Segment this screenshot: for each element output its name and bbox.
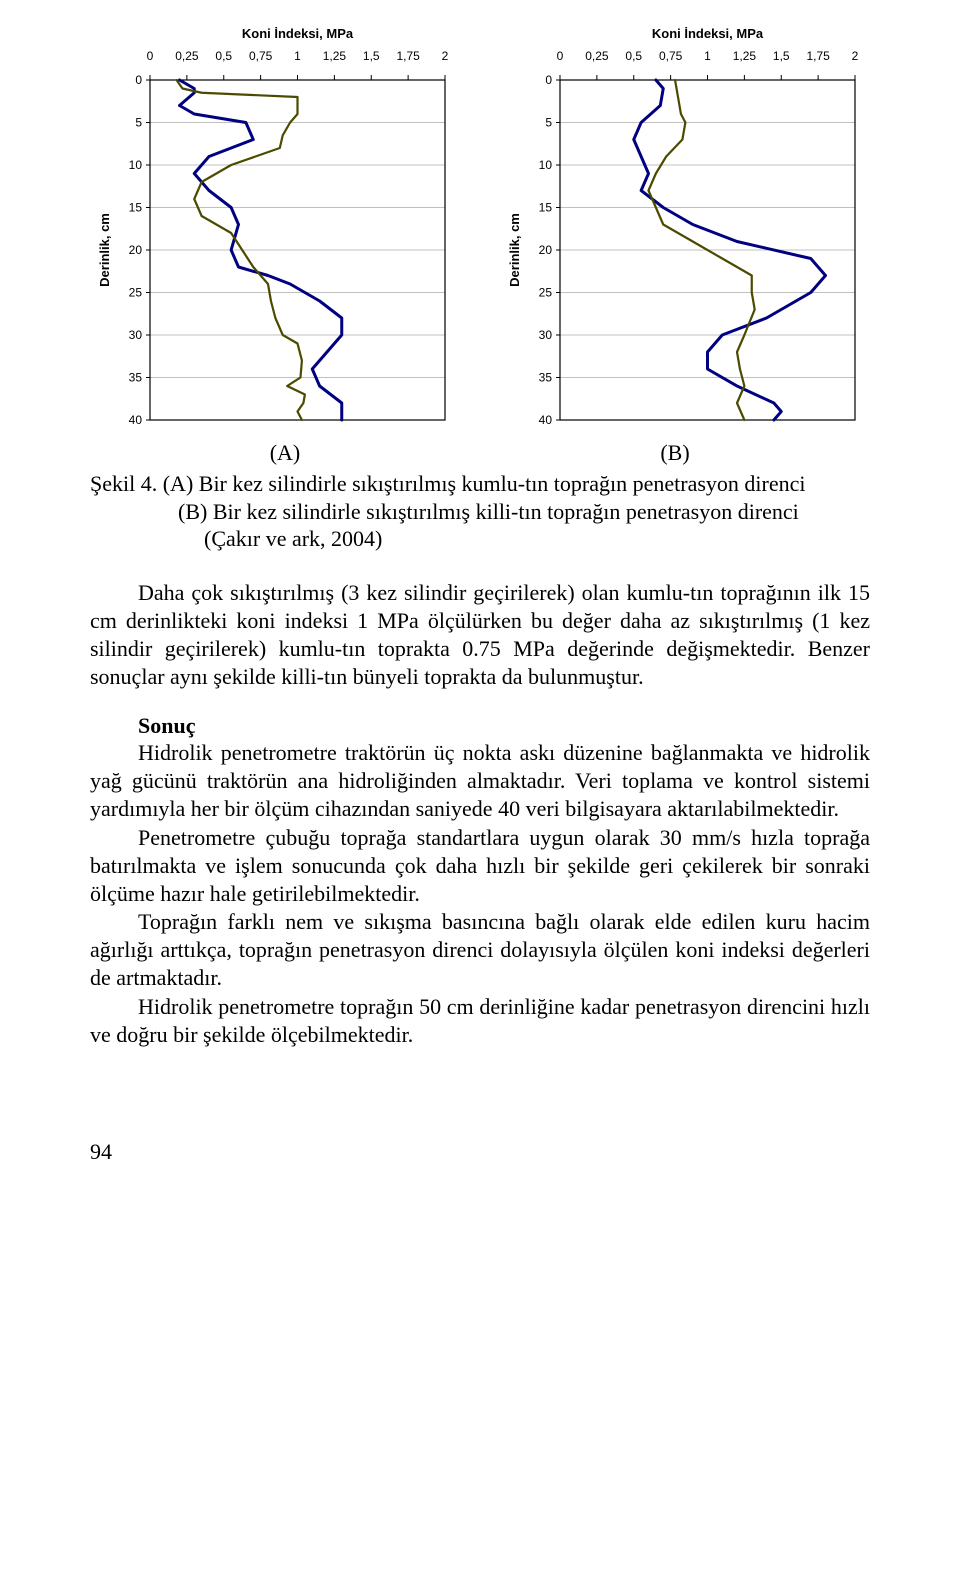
svg-text:35: 35 bbox=[129, 371, 143, 385]
svg-text:1: 1 bbox=[704, 49, 711, 63]
chart-a-label: (A) bbox=[90, 440, 480, 466]
chart-b: Koni İndeksi, MPa 0 0,25 0,5 0,75 1 1,25 1,5 1,7… bbox=[505, 20, 865, 430]
paragraph-1: Daha çok sıkıştırılmış (3 kez silindir g… bbox=[90, 579, 870, 692]
svg-text:1,75: 1,75 bbox=[396, 49, 420, 63]
svg-text:Derinlik, cm: Derinlik, cm bbox=[507, 213, 522, 287]
chart-labels-row: (A) (B) bbox=[90, 440, 870, 466]
svg-text:25: 25 bbox=[539, 286, 553, 300]
svg-text:2: 2 bbox=[442, 49, 449, 63]
svg-text:1,25: 1,25 bbox=[733, 49, 757, 63]
svg-text:5: 5 bbox=[135, 116, 142, 130]
svg-text:1: 1 bbox=[294, 49, 301, 63]
paragraph-5: Hidrolik penetrometre toprağın 50 cm der… bbox=[90, 993, 870, 1049]
svg-text:40: 40 bbox=[539, 413, 553, 427]
svg-text:15: 15 bbox=[129, 201, 143, 215]
svg-text:0: 0 bbox=[135, 73, 142, 87]
figure-caption: Şekil 4. (A) Bir kez silindirle sıkıştır… bbox=[90, 470, 870, 553]
svg-text:0: 0 bbox=[545, 73, 552, 87]
svg-text:25: 25 bbox=[129, 286, 143, 300]
svg-text:40: 40 bbox=[129, 413, 143, 427]
caption-line-3: (Çakır ve ark, 2004) bbox=[90, 525, 870, 553]
chart-b-label: (B) bbox=[480, 440, 870, 466]
svg-text:Derinlik, cm: Derinlik, cm bbox=[97, 213, 112, 287]
svg-text:5: 5 bbox=[545, 116, 552, 130]
section-heading: Sonuç bbox=[90, 713, 870, 739]
svg-text:0,5: 0,5 bbox=[215, 49, 232, 63]
svg-text:1,5: 1,5 bbox=[773, 49, 790, 63]
paragraph-4: Toprağın farklı nem ve sıkışma basıncına… bbox=[90, 908, 870, 992]
svg-text:0,5: 0,5 bbox=[625, 49, 642, 63]
svg-text:0: 0 bbox=[147, 49, 154, 63]
svg-text:35: 35 bbox=[539, 371, 553, 385]
paragraph-3: Penetrometre çubuğu toprağa standartlara… bbox=[90, 824, 870, 908]
svg-text:1,5: 1,5 bbox=[363, 49, 380, 63]
svg-text:0,75: 0,75 bbox=[659, 49, 683, 63]
charts-row: Koni İndeksi, MPa 0 0,25 0,5 0,75 1 1,25 1,5 1,7… bbox=[90, 20, 870, 430]
caption-line-1: Şekil 4. (A) Bir kez silindirle sıkıştır… bbox=[90, 470, 870, 498]
svg-text:10: 10 bbox=[129, 158, 143, 172]
paragraph-2: Hidrolik penetrometre traktörün üç nokta… bbox=[90, 739, 870, 823]
svg-text:1,25: 1,25 bbox=[323, 49, 347, 63]
svg-text:30: 30 bbox=[539, 328, 553, 342]
chart-b-box: Koni İndeksi, MPa 0 0,25 0,5 0,75 1 1,25 1,5 1,7… bbox=[500, 20, 870, 430]
svg-text:10: 10 bbox=[539, 158, 553, 172]
svg-text:30: 30 bbox=[129, 328, 143, 342]
svg-text:20: 20 bbox=[129, 243, 143, 257]
svg-text:Koni İndeksi, MPa: Koni İndeksi, MPa bbox=[652, 26, 764, 41]
svg-text:Koni İndeksi, MPa: Koni İndeksi, MPa bbox=[242, 26, 354, 41]
svg-text:0,25: 0,25 bbox=[175, 49, 199, 63]
svg-text:0: 0 bbox=[557, 49, 564, 63]
chart-a-box: Koni İndeksi, MPa 0 0,25 0,5 0,75 1 1,25 1,5 1,7… bbox=[90, 20, 460, 430]
svg-text:1,75: 1,75 bbox=[806, 49, 830, 63]
svg-text:0,25: 0,25 bbox=[585, 49, 609, 63]
caption-line-2: (B) Bir kez silindirle sıkıştırılmış kil… bbox=[90, 498, 870, 526]
svg-text:2: 2 bbox=[852, 49, 859, 63]
page-number: 94 bbox=[90, 1139, 870, 1165]
svg-text:20: 20 bbox=[539, 243, 553, 257]
chart-a: Koni İndeksi, MPa 0 0,25 0,5 0,75 1 1,25 1,5 1,7… bbox=[95, 20, 455, 430]
svg-text:15: 15 bbox=[539, 201, 553, 215]
svg-text:0,75: 0,75 bbox=[249, 49, 273, 63]
